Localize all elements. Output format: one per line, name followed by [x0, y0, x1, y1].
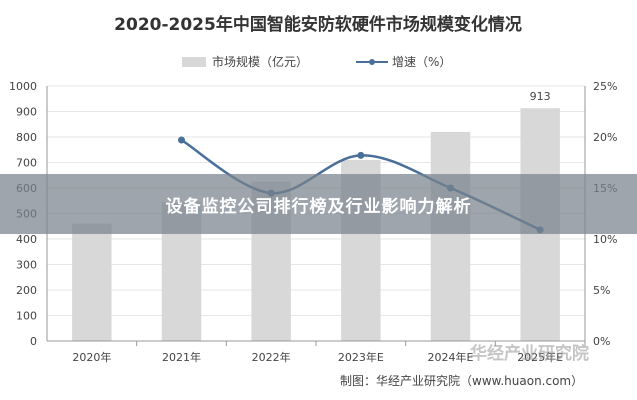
- bar: [430, 131, 471, 341]
- y-left-tick-label: 200: [16, 284, 37, 297]
- legend-bar-label: 市场规模（亿元）: [212, 54, 308, 69]
- x-tick-label: 2021年: [162, 350, 201, 364]
- chart-title: 2020-2025年中国智能安防软硬件市场规模变化情况: [114, 14, 522, 35]
- watermark: 华经产业研究院: [470, 344, 589, 364]
- growth-point: [178, 136, 185, 144]
- legend-line-label: 增速（%）: [392, 55, 451, 69]
- y-left-tick-label: 400: [16, 233, 37, 246]
- legend: 市场规模（亿元） 增速（%）: [182, 54, 451, 69]
- source-note: 制图：华经产业研究院（www.huaon.com）: [340, 373, 583, 388]
- y-right-tick-label: 5%: [593, 284, 610, 297]
- y-left-tick-label: 700: [16, 157, 37, 170]
- legend-line-marker: [369, 59, 375, 65]
- data-labels: 913: [530, 90, 551, 103]
- x-tick-label: 2025年E: [517, 350, 563, 364]
- overlay-banner: 设备监控公司排行榜及行业影响力解析: [0, 174, 637, 234]
- banner-title: 设备监控公司排行榜及行业影响力解析: [165, 196, 472, 217]
- y-right-tick-label: 0%: [593, 335, 610, 348]
- bar-data-label: 913: [530, 90, 551, 103]
- legend-bar-swatch: [182, 57, 206, 67]
- y-left-tick-label: 800: [16, 131, 37, 144]
- y-left-tick-label: 100: [16, 310, 37, 323]
- x-tick-label: 2020年: [72, 350, 111, 364]
- bar: [72, 223, 112, 341]
- x-tick-label: 2022年: [252, 350, 291, 364]
- x-tick-label: 2024年E: [428, 350, 474, 364]
- y-left-tick-label: 900: [16, 106, 37, 119]
- y-right-tick-label: 10%: [593, 233, 617, 246]
- y-left-tick-label: 300: [16, 259, 37, 272]
- growth-point: [357, 151, 365, 159]
- y-right-tick-label: 25%: [593, 80, 617, 93]
- y-left-tick-label: 1000: [9, 80, 37, 93]
- y-right-tick-label: 20%: [593, 131, 617, 144]
- x-tick-label: 2023年E: [338, 350, 384, 364]
- y-left-tick-label: 0: [30, 335, 37, 348]
